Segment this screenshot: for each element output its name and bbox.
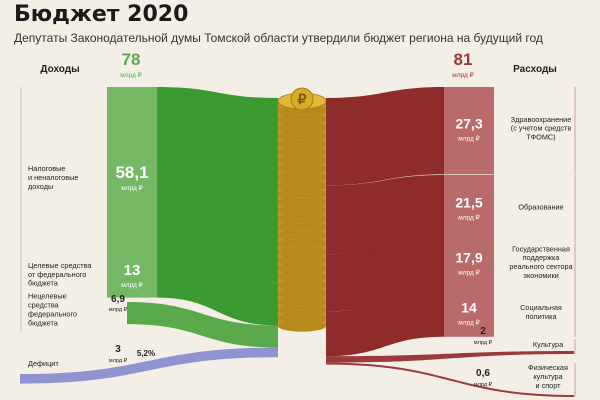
income-tax-income-unit: млрд ₽: [121, 184, 143, 192]
expense-education-unit: млрд ₽: [458, 213, 480, 221]
coin-rim: [278, 146, 326, 158]
income-untargeted-federal-unit: млрд ₽: [109, 306, 128, 313]
expense-education-flow: [326, 175, 444, 255]
coin-rim: [278, 129, 326, 141]
page-subtitle: Депутаты Законодательной думы Томской об…: [14, 31, 543, 45]
coin-rim: [278, 312, 326, 324]
expense-culture-flow: [326, 351, 576, 363]
coin-rim: [278, 154, 326, 166]
income-targeted-federal-unit: млрд ₽: [121, 281, 143, 289]
coin-rim: [278, 279, 326, 291]
coin-rim: [278, 270, 326, 282]
expense-sport-flow: [326, 362, 576, 397]
coin-rim: [278, 179, 326, 191]
expense-real-economy-unit: млрд ₽: [458, 269, 480, 277]
income-tax-income-flow: [157, 87, 278, 284]
income-tax-income-block: [107, 87, 157, 273]
expense-healthcare-label: Здравоохранение (с учетом средств ТФОМС): [511, 115, 572, 142]
income-targeted-federal-value: 13: [124, 262, 141, 279]
coin-rim: [278, 245, 326, 257]
expense-healthcare-unit: млрд ₽: [458, 135, 480, 143]
expense-header: Расходы: [513, 64, 557, 75]
coin-rim: [278, 237, 326, 249]
coin-rim: [278, 162, 326, 174]
expense-real-economy-flow: [326, 236, 444, 312]
coin-rim: [278, 304, 326, 316]
coin-rim: [278, 212, 326, 224]
coin-rim: [278, 121, 326, 133]
income-untargeted-federal-value: 6,9: [111, 294, 125, 305]
expense-social-policy-flow: [326, 292, 444, 357]
income-tax-income-value: 58,1: [115, 163, 148, 182]
expense-education-value: 21,5: [455, 194, 482, 210]
coin-rim: [278, 113, 326, 125]
income-targeted-federal-bracket: [20, 256, 22, 298]
income-untargeted-federal-label: Нецелевые средства федерального бюджета: [28, 292, 77, 328]
income-tax-income-bracket: [20, 87, 22, 273]
coin-rim: [278, 262, 326, 274]
expense-total: 81: [454, 50, 473, 69]
income-header: Доходы: [40, 64, 79, 75]
expense-healthcare-block: [444, 87, 494, 175]
expense-social-policy-value: 14: [461, 299, 477, 315]
income-tax-income-label: Налоговые и неналоговые доходы: [28, 164, 78, 191]
coin-rim: [278, 254, 326, 266]
ruble-coin-icon: [290, 87, 314, 111]
income-untargeted-federal-bracket: [20, 290, 22, 333]
income-deficit-value: 3: [115, 344, 121, 355]
expense-total-unit: млрд ₽: [452, 71, 474, 79]
expense-sport-bracket: [574, 363, 576, 397]
expense-social-policy-bracket: [574, 292, 576, 337]
income-total: 78: [122, 50, 141, 69]
expense-social-policy-block: [444, 292, 494, 337]
coin-rim: [278, 320, 326, 332]
expense-sport-label: Физическая культура и спорт: [528, 363, 568, 390]
income-deficit-label: Дефицит: [28, 359, 59, 368]
expense-real-economy-value: 17,9: [455, 250, 482, 266]
income-untargeted-federal-flow: [127, 302, 278, 348]
coin-rim: [278, 229, 326, 241]
expense-sport-value: 0,6: [476, 368, 490, 379]
coin-rim: [278, 204, 326, 216]
expense-real-economy-block: [444, 236, 494, 294]
income-total-unit: млрд ₽: [120, 71, 142, 79]
coin-rim: [278, 196, 326, 208]
expense-social-policy-label: Социальная политика: [520, 303, 562, 321]
expense-culture-value: 2: [480, 326, 486, 337]
expense-education-label: Образование: [518, 202, 563, 211]
income-deficit-unit: млрд ₽: [109, 357, 128, 364]
ruble-sign-icon: ₽: [298, 91, 307, 107]
expense-real-economy-label: Государственная поддержка реального сектор…: [509, 244, 573, 280]
expense-culture-unit: млрд ₽: [474, 339, 493, 346]
coin-rim: [278, 138, 326, 150]
income-deficit-flow: [20, 347, 278, 384]
coin-rim: [278, 187, 326, 199]
coin-rim: [278, 171, 326, 183]
expense-healthcare-value: 27,3: [455, 116, 482, 132]
expense-culture-bracket: [574, 339, 576, 354]
expense-healthcare-flow: [326, 87, 444, 186]
income-targeted-federal-label: Целевые средства от федерального бюджета: [28, 261, 92, 288]
income-targeted-federal-flow: [157, 256, 278, 326]
income-deficit-share: 5,2%: [137, 349, 155, 358]
coin-rim: [278, 295, 326, 307]
expense-healthcare-bracket: [574, 87, 576, 175]
expense-sport-unit: млрд ₽: [474, 381, 493, 388]
page-title: Бюджет 2020: [14, 2, 189, 27]
expense-culture-label: Культура: [533, 340, 564, 349]
expense-education-block: [444, 175, 494, 244]
expense-education-bracket: [574, 175, 576, 244]
expense-real-economy-bracket: [574, 236, 576, 294]
coin-rim: [278, 287, 326, 299]
coin-rim: [278, 221, 326, 233]
income-targeted-federal-block: [107, 256, 157, 298]
expense-social-policy-unit: млрд ₽: [458, 318, 480, 326]
